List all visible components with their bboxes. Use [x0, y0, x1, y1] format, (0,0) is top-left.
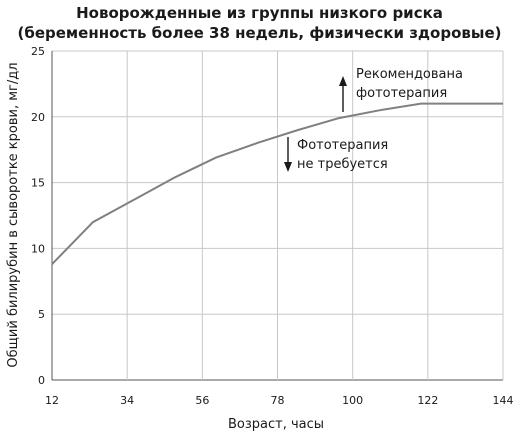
- series-line: [51, 102, 503, 265]
- y-axis-label: Общий билирубин в сыворотке крови, мг/дл: [6, 62, 21, 367]
- x-tick-label: 56: [195, 394, 209, 407]
- y-tick-label: 5: [38, 308, 45, 321]
- arrow-up-icon: [339, 76, 347, 112]
- x-tick-label: 100: [342, 394, 363, 407]
- y-tick-label: 20: [31, 111, 45, 124]
- y-tick-label: 0: [38, 374, 45, 387]
- x-tick-label: 144: [493, 394, 514, 407]
- annotation-below-line2: не требуется: [297, 157, 388, 172]
- annotation-below-line1: Фототерапия: [297, 138, 388, 153]
- annotation-above-line1: Рекомендована: [356, 67, 463, 82]
- grid: [51, 50, 504, 381]
- y-tick-label: 10: [31, 242, 45, 255]
- chart-subtitle: (беременность более 38 недель, физически…: [17, 24, 502, 42]
- arrow-down-icon: [284, 137, 292, 172]
- y-tick-label: 15: [31, 177, 45, 190]
- x-axis-ticks: 12 34 56 78 100 122 144: [45, 394, 514, 407]
- y-axis-ticks: 0 5 10 15 20 25: [31, 45, 45, 387]
- chart-title: Новорожденные из группы низкого риска: [76, 4, 443, 22]
- x-tick-label: 122: [417, 394, 438, 407]
- x-tick-label: 12: [45, 394, 59, 407]
- x-axis-label: Возраст, часы: [228, 417, 324, 432]
- annotation-above-line2: фототерапия: [356, 86, 447, 101]
- y-tick-label: 25: [31, 45, 45, 58]
- x-tick-label: 34: [120, 394, 134, 407]
- x-tick-label: 78: [271, 394, 285, 407]
